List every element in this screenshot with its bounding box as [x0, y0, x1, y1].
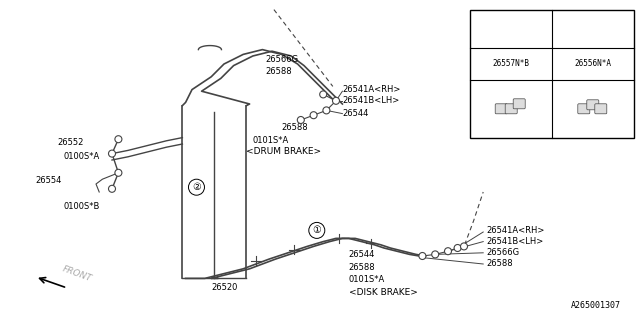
Text: 26541B<LH>: 26541B<LH> — [342, 96, 399, 105]
FancyBboxPatch shape — [505, 104, 517, 114]
Circle shape — [445, 248, 451, 255]
Text: 26588: 26588 — [282, 124, 308, 132]
Text: 26566G: 26566G — [266, 55, 299, 64]
Circle shape — [333, 97, 339, 104]
Circle shape — [323, 107, 330, 114]
Text: 26588: 26588 — [486, 260, 513, 268]
Text: 0100S*B: 0100S*B — [64, 202, 100, 211]
Text: 0100S*A: 0100S*A — [64, 152, 100, 161]
Circle shape — [109, 185, 115, 192]
Circle shape — [298, 116, 304, 124]
Text: 26554: 26554 — [35, 176, 61, 185]
Circle shape — [419, 252, 426, 260]
Circle shape — [432, 251, 438, 258]
Circle shape — [320, 91, 326, 98]
Text: 26541A<RH>: 26541A<RH> — [342, 85, 401, 94]
Circle shape — [115, 136, 122, 143]
Text: <DRUM BRAKE>: <DRUM BRAKE> — [246, 148, 321, 156]
Circle shape — [586, 22, 599, 35]
Text: 26552: 26552 — [58, 138, 84, 147]
Circle shape — [109, 150, 115, 157]
Text: 26566G: 26566G — [486, 248, 520, 257]
FancyBboxPatch shape — [495, 104, 507, 114]
Circle shape — [310, 112, 317, 119]
Circle shape — [461, 243, 467, 250]
Text: 0101S*A: 0101S*A — [349, 276, 385, 284]
Text: 26588: 26588 — [349, 263, 376, 272]
FancyBboxPatch shape — [595, 104, 607, 114]
Circle shape — [454, 244, 461, 252]
Text: ②: ② — [192, 182, 201, 192]
Text: 26544: 26544 — [342, 109, 369, 118]
Text: 0101S*A: 0101S*A — [253, 136, 289, 145]
Circle shape — [188, 179, 205, 195]
Text: 26557N*B: 26557N*B — [493, 60, 530, 68]
FancyBboxPatch shape — [513, 99, 525, 109]
FancyBboxPatch shape — [578, 104, 590, 114]
Bar — [470, 10, 634, 138]
Text: ①: ① — [507, 24, 515, 33]
Text: <DISK BRAKE>: <DISK BRAKE> — [349, 288, 418, 297]
Text: ①: ① — [312, 225, 321, 236]
FancyBboxPatch shape — [587, 100, 599, 110]
Circle shape — [505, 22, 518, 35]
Text: FRONT: FRONT — [61, 264, 93, 283]
Text: 26541B<LH>: 26541B<LH> — [486, 237, 543, 246]
Text: 26541A<RH>: 26541A<RH> — [486, 226, 545, 235]
Text: 26520: 26520 — [211, 284, 237, 292]
Text: 26556N*A: 26556N*A — [574, 60, 611, 68]
Text: 26588: 26588 — [266, 68, 292, 76]
Text: A265001307: A265001307 — [571, 301, 621, 310]
Circle shape — [309, 222, 325, 238]
Circle shape — [115, 169, 122, 176]
Text: 26544: 26544 — [349, 250, 375, 259]
Text: ②: ② — [589, 24, 597, 33]
